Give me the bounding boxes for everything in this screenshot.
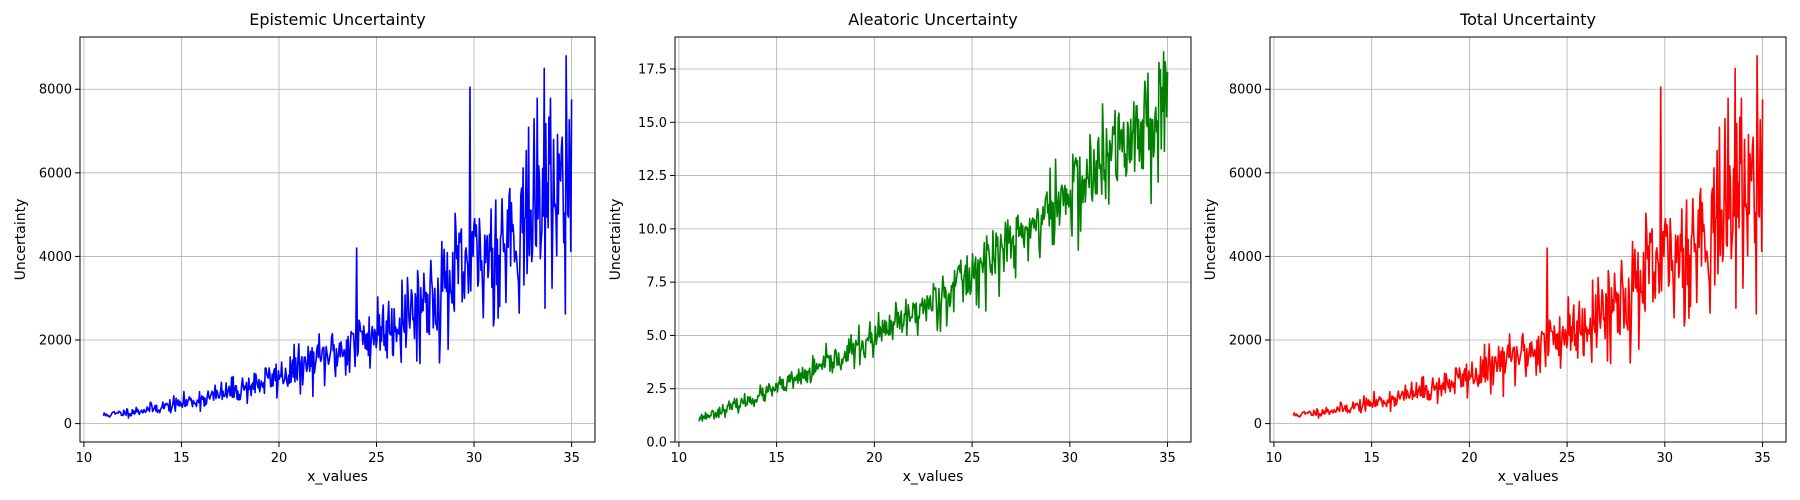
chart-title: Epistemic Uncertainty	[249, 10, 426, 29]
x-tick-label: 20	[1461, 451, 1478, 466]
y-axis-label: Uncertainty	[608, 199, 624, 281]
chart-panel-3: 10 15 20 25 30 35 0 2000 4000 6000 8000 Total Uncer…	[1203, 10, 1787, 485]
x-tick-label: 15	[173, 451, 190, 466]
x-tick-label: 25	[964, 451, 981, 466]
y-axis-label: Uncertainty	[13, 199, 29, 281]
y-tick-label: 7.5	[646, 276, 667, 291]
axes-frame	[79, 36, 596, 443]
x-tick-label: 30	[1062, 451, 1079, 466]
y-tick-label: 2000	[39, 334, 72, 349]
axes-frame	[1269, 36, 1787, 443]
x-tick-label: 10	[76, 451, 93, 466]
x-tick-label: 25	[1559, 451, 1576, 466]
chart-title: Aleatoric Uncertainty	[848, 10, 1017, 29]
y-tick-label: 10.0	[638, 222, 667, 237]
x-tick-label: 15	[1363, 451, 1380, 466]
chart-title: Total Uncertainty	[1459, 10, 1596, 29]
x-tick-label: 35	[1754, 451, 1771, 466]
x-tick-label: 15	[768, 451, 785, 466]
x-axis-label: x_values	[307, 469, 368, 485]
y-axis-label: Uncertainty	[1203, 199, 1219, 281]
axes-frame	[674, 36, 1192, 443]
y-tick-label: 17.5	[638, 62, 667, 77]
y-tick-label: 15.0	[638, 116, 667, 131]
x-tick-label: 10	[671, 451, 688, 466]
x-tick-label: 20	[866, 451, 883, 466]
y-tick-label: 12.5	[638, 169, 667, 184]
y-tick-label: 0	[64, 417, 72, 432]
x-tick-label: 25	[368, 451, 385, 466]
y-tick-label: 8000	[39, 83, 72, 98]
y-tick-label: 0.0	[646, 436, 667, 451]
y-tick-label: 4000	[1229, 250, 1262, 265]
y-tick-label: 2000	[1229, 334, 1262, 349]
x-tick-label: 30	[1657, 451, 1674, 466]
x-tick-label: 35	[1159, 451, 1176, 466]
y-tick-label: 2.5	[646, 382, 667, 397]
plot-area	[1270, 37, 1786, 442]
chart-panel-1: 10 15 20 25 30 35 0 2000 4000 6000 8000 Epistemic U…	[13, 10, 596, 485]
y-tick-label: 4000	[39, 250, 72, 265]
y-tick-label: 8000	[1229, 83, 1262, 98]
series-line-1	[698, 51, 1169, 422]
x-tick-label: 30	[466, 451, 483, 466]
x-tick-label: 10	[1266, 451, 1283, 466]
x-tick-label: 20	[271, 451, 288, 466]
x-tick-label: 35	[563, 451, 580, 466]
series-line-1	[1292, 55, 1764, 419]
series-line-1	[102, 55, 573, 419]
y-tick-label: 5.0	[646, 329, 667, 344]
x-axis-label: x_values	[1498, 469, 1559, 485]
y-tick-label: 0	[1254, 417, 1262, 432]
y-tick-label: 6000	[39, 166, 72, 181]
y-tick-label: 6000	[1229, 166, 1262, 181]
plot-area	[675, 37, 1191, 442]
x-axis-label: x_values	[903, 469, 964, 485]
chart-panel-2: 10 15 20 25 30 35 0.0 2.5 5.0 7.5 10.0 12.5 15.0 17.5…	[608, 10, 1192, 485]
plot-area	[80, 37, 595, 442]
